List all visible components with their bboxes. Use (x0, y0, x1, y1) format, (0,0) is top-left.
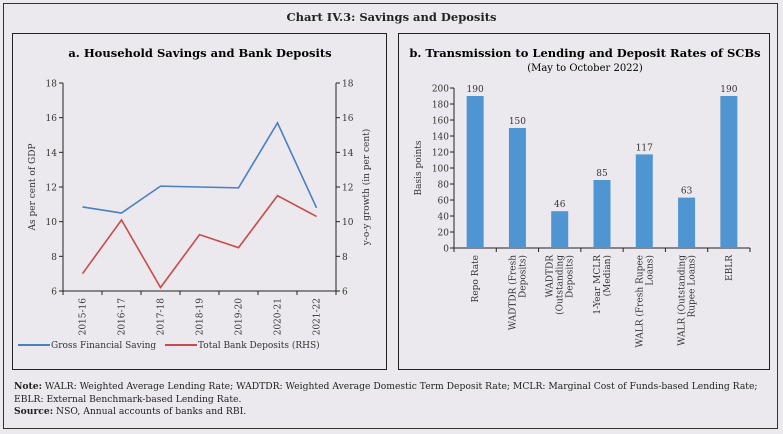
bar-data-label: 46 (554, 200, 566, 210)
panel-b-subtitle: (May to October 2022) (527, 63, 643, 74)
note-label: Note: (14, 381, 43, 392)
bar-data-label: 63 (681, 187, 693, 197)
y-tick-label: 200 (432, 85, 449, 95)
y-tick-label: 20 (438, 229, 450, 239)
y-tick-label: 120 (432, 149, 449, 159)
left-y-tick-label: 18 (46, 80, 58, 90)
y-tick-label: 140 (432, 133, 449, 143)
x-category-label: WALR (Outstanding (677, 255, 688, 346)
x-category-label: (Median) (602, 255, 613, 296)
y-tick-label: 100 (432, 165, 449, 175)
x-category-label: Rupee Loans) (687, 255, 698, 318)
legend-label-gross-financial-saving: Gross Financial Saving (51, 341, 156, 351)
bar-data-label: 190 (720, 85, 737, 95)
panel-b-bar-chart: b. Transmission to Lending and Deposit R… (398, 33, 770, 370)
source-text: NSO, Annual accounts of banks and RBI. (53, 406, 247, 417)
panel-a-line-chart: a. Household Savings and Bank Deposits 6 6… (12, 33, 387, 370)
x-category-label: WADTDR (546, 255, 556, 298)
line-chart-svg: a. Household Savings and Bank Deposits 6 6… (18, 46, 372, 351)
left-y-tick-label: 6 (51, 288, 57, 298)
x-tick-label: 2019-20 (235, 298, 245, 336)
y-tick-label: 40 (438, 213, 450, 223)
x-category-label: WADTDR (Fresh (507, 255, 518, 330)
footnote: Note: WALR: Weighted Average Lending Rat… (14, 381, 774, 419)
y-tick-label: 160 (432, 117, 449, 127)
x-category-label: EBLR (725, 255, 735, 281)
series-line-total-bank-deposits (81, 194, 317, 289)
x-category-label: (Outstanding (555, 255, 566, 315)
x-tick-label: 2017-18 (157, 298, 167, 336)
bar-data-label: 150 (509, 117, 526, 127)
source-label: Source: (14, 406, 54, 417)
left-y-axis-label: As per cent of GDP (28, 144, 38, 232)
x-tick-label: 2018-19 (196, 298, 206, 336)
bar (466, 96, 484, 248)
y-tick-label: 180 (432, 101, 449, 111)
x-category-label: Deposits) (517, 255, 528, 298)
right-y-tick-label: 14 (342, 149, 354, 159)
x-category-label: Loans) (644, 255, 655, 286)
bar (551, 211, 569, 248)
bar (635, 154, 653, 248)
x-tick-label: 2016-17 (118, 298, 128, 336)
right-y-tick-label: 12 (342, 184, 353, 194)
x-tick-label: 2020-21 (274, 298, 284, 335)
x-tick-label: 2021-22 (313, 298, 323, 335)
x-tick-label: 2015-16 (79, 298, 89, 336)
right-y-tick-label: 6 (342, 288, 348, 298)
note-text: WALR: Weighted Average Lending Rate; WAD… (14, 381, 758, 405)
x-category-label: Deposits) (565, 255, 576, 298)
y-tick-label: 0 (443, 245, 449, 255)
left-y-tick-label: 16 (46, 114, 58, 124)
right-y-tick-label: 18 (342, 80, 354, 90)
y-axis-label: Basis points (414, 140, 424, 195)
left-y-tick-label: 10 (46, 218, 58, 228)
bar-data-label: 85 (596, 169, 608, 179)
bar-chart-svg: b. Transmission to Lending and Deposit R… (409, 46, 760, 348)
left-y-tick-label: 14 (46, 149, 58, 159)
right-y-tick-label: 10 (342, 218, 354, 228)
panel-b-title: b. Transmission to Lending and Deposit R… (409, 46, 760, 60)
left-y-tick-label: 12 (46, 184, 57, 194)
right-y-tick-label: 16 (342, 114, 354, 124)
left-y-tick-label: 8 (51, 253, 57, 263)
series-line-gross-financial-saving (82, 121, 318, 214)
bar (593, 180, 611, 248)
bar (720, 96, 738, 248)
y-tick-label: 80 (438, 181, 450, 191)
panel-a-title: a. Household Savings and Bank Deposits (68, 46, 331, 60)
x-category-label: 1-Year MCLR (593, 255, 603, 315)
right-y-tick-label: 8 (342, 253, 348, 263)
bar-data-label: 117 (636, 143, 653, 153)
x-category-label: WALR (Fresh Rupee (634, 255, 645, 348)
bar (678, 197, 696, 248)
bar (508, 128, 526, 248)
legend-label-total-bank-deposits: Total Bank Deposits (RHS) (198, 340, 320, 351)
bar-data-label: 190 (467, 85, 484, 95)
y-tick-label: 60 (438, 197, 450, 207)
main-title: Chart IV.3: Savings and Deposits (286, 10, 497, 24)
right-y-axis-label: y-o-y growth (in per cent) (361, 129, 372, 247)
x-category-label: Repo Rate (471, 255, 481, 302)
